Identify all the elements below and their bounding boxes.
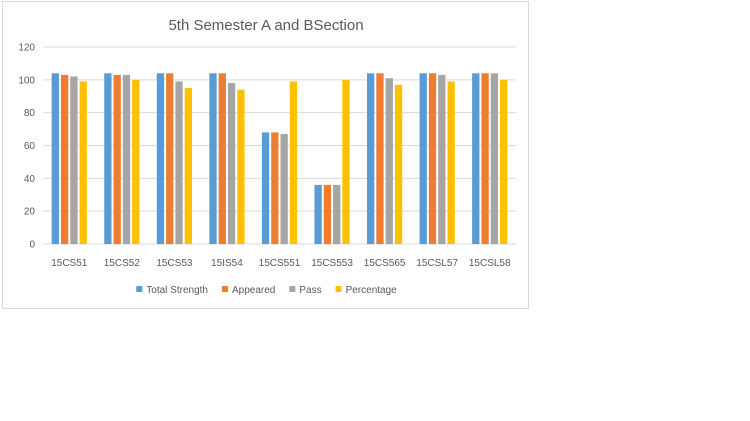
gridlines (43, 46, 516, 245)
legend-item-pass: Pass (289, 285, 322, 296)
legend-label: Appeared (232, 285, 275, 296)
bar-percentage-15is54 (237, 89, 245, 244)
bar-total-strength-15cs553 (314, 184, 322, 244)
bar-appeared-15cs51 (60, 74, 69, 245)
bar-percentage-15csl58 (500, 79, 508, 244)
y-tick-label: 100 (18, 75, 35, 86)
y-tick-label: 0 (29, 240, 35, 251)
legend-label: Pass (299, 285, 321, 296)
legend-item-percentage: Percentage (335, 285, 398, 296)
legend-swatch (335, 286, 342, 292)
bar-pass-15cs53 (175, 81, 183, 244)
bar-chart: 5th Semester A and BSection 0 20 40 60 80 100… (18, 17, 516, 296)
bar-appeared-15csl58 (481, 73, 489, 245)
y-tick-label: 60 (24, 141, 36, 152)
legend-swatch (136, 286, 143, 292)
bar-percentage-15csl57 (447, 81, 455, 244)
x-tick-label: 15CSL57 (416, 258, 458, 269)
legend-label: Total Strength (146, 285, 208, 296)
x-tick-label: 15CS51 (51, 258, 88, 269)
bar-percentage-15cs553 (342, 79, 350, 244)
bar-appeared-15cs565 (376, 73, 384, 245)
bar-pass-15cs51 (70, 76, 78, 244)
bar-appeared-15cs52 (113, 74, 121, 245)
bar-appeared-15cs551 (271, 132, 279, 244)
y-tick-label: 40 (24, 174, 36, 185)
bar-pass-15cs553 (333, 184, 341, 244)
bar-appeared-15is54 (218, 73, 226, 245)
y-axis-tick-labels: 0 20 40 60 80 100 120 (18, 43, 35, 251)
chart-title: 5th Semester A and BSection (168, 17, 363, 34)
bar-total-strength-15cs53 (156, 73, 165, 245)
bar-total-strength-15csl58 (472, 73, 480, 245)
y-tick-label: 120 (18, 43, 35, 54)
legend-swatch (221, 286, 228, 292)
bar-percentage-15cs551 (289, 81, 298, 244)
bar-pass-15csl58 (490, 73, 499, 245)
x-tick-label: 15CSL58 (469, 258, 511, 269)
y-tick-label: 80 (24, 108, 36, 119)
bar-pass-15cs565 (385, 78, 393, 244)
bar-series (51, 73, 508, 245)
bar-percentage-15cs565 (394, 84, 403, 244)
x-tick-label: 15CS52 (104, 258, 141, 269)
bar-percentage-15cs53 (184, 88, 192, 245)
bar-appeared-15cs553 (323, 184, 332, 244)
bar-total-strength-15is54 (209, 73, 217, 245)
legend-swatch (289, 286, 296, 292)
bar-percentage-15cs51 (79, 81, 87, 244)
bar-total-strength-15cs51 (51, 73, 59, 245)
x-axis-tick-labels: 15CS51 15CS52 15CS53 15IS54 15CS551 15CS553 15… (51, 258, 511, 269)
x-tick-label: 15CS551 (259, 258, 301, 269)
bar-total-strength-15cs52 (104, 73, 112, 245)
bar-pass-15csl57 (438, 74, 446, 245)
legend: Total Strength Appeared Pass Percentage (136, 285, 397, 296)
bar-appeared-15csl57 (428, 73, 437, 245)
x-tick-label: 15IS54 (211, 258, 243, 269)
x-tick-label: 15CS565 (364, 258, 406, 269)
bar-percentage-15cs52 (132, 79, 140, 244)
y-tick-label: 20 (24, 207, 36, 218)
bar-pass-15cs551 (280, 134, 288, 244)
bar-total-strength-15cs551 (261, 132, 270, 244)
bar-total-strength-15csl57 (419, 73, 427, 245)
legend-item-total-strength: Total Strength (136, 285, 208, 296)
x-tick-label: 15CS53 (156, 258, 193, 269)
chart-container: 5th Semester A and BSection 0 20 40 60 80 100… (2, 1, 529, 309)
bar-pass-15cs52 (122, 74, 131, 245)
x-tick-label: 15CS553 (311, 258, 353, 269)
legend-item-appeared: Appeared (221, 285, 275, 296)
legend-label: Percentage (346, 285, 398, 296)
bar-pass-15is54 (227, 83, 236, 244)
bar-appeared-15cs53 (166, 73, 174, 245)
bar-total-strength-15cs565 (367, 73, 375, 245)
